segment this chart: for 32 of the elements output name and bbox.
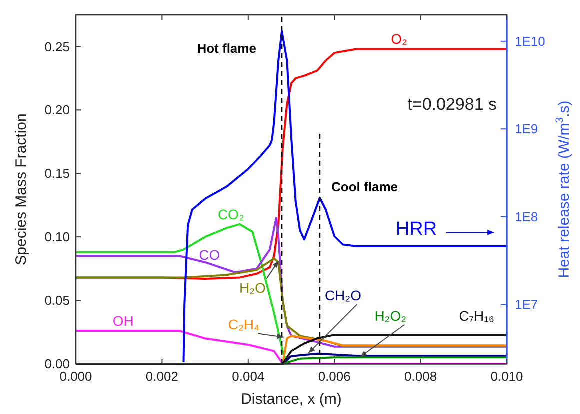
y-tick-label: 0.10 bbox=[44, 230, 70, 245]
ref-line-label: Cool flame bbox=[332, 179, 398, 194]
y-tick-label: 0.00 bbox=[44, 356, 70, 372]
x-tick-label: 0.004 bbox=[232, 369, 265, 384]
series-label: HRR bbox=[396, 219, 438, 240]
series-label: H₂O bbox=[239, 280, 266, 296]
x-tick-label: 0.006 bbox=[318, 369, 351, 384]
y2-tick-label: 1E8 bbox=[515, 209, 538, 224]
x-tick-label: 0.008 bbox=[404, 369, 438, 384]
y-tick-label: 0.25 bbox=[44, 39, 70, 54]
y2-tick-label: 1E10 bbox=[515, 34, 546, 49]
y-axis-title: Species Mass Fraction bbox=[13, 114, 30, 266]
text: C₂H₄ bbox=[228, 316, 260, 333]
series-label: C₇H₁₆ bbox=[459, 308, 495, 324]
series-label: CO₂ bbox=[218, 206, 244, 222]
series-label: O₂ bbox=[391, 31, 408, 48]
series-label: OH bbox=[112, 312, 134, 329]
series-label: CO bbox=[199, 246, 220, 263]
x-tick-label: 0.000 bbox=[60, 369, 92, 384]
ref-line-label: Hot flame bbox=[197, 41, 256, 56]
text: CH₂O bbox=[324, 288, 362, 304]
text: H₂O₂ bbox=[374, 308, 407, 324]
line-series bbox=[182, 30, 508, 364]
y2-tick-label: 1E7 bbox=[515, 297, 538, 312]
x-axis-title: Distance, x (m) bbox=[241, 391, 342, 408]
x-tick-label: 0.002 bbox=[146, 369, 178, 384]
y-tick-label: 0.20 bbox=[44, 102, 70, 118]
y2-tick-label: 1E9 bbox=[515, 122, 538, 137]
y-tick-label: 0.05 bbox=[44, 293, 70, 308]
annotation: t=0.02981 s bbox=[408, 95, 497, 114]
x-tick-label: 0.010 bbox=[490, 369, 524, 384]
y-tick-label: 0.15 bbox=[44, 166, 70, 182]
